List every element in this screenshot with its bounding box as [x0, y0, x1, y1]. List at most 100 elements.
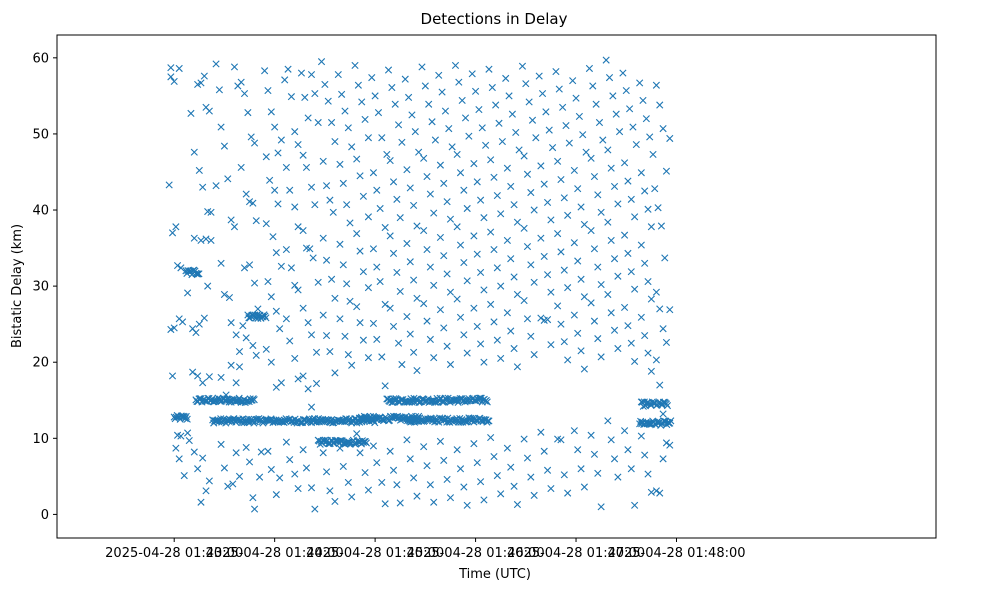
data-point-marker — [311, 90, 319, 98]
data-point-marker — [269, 233, 277, 241]
data-point-marker — [261, 312, 269, 320]
data-point-marker — [250, 139, 259, 147]
data-point-marker — [207, 236, 215, 245]
data-point-marker — [264, 86, 272, 95]
data-point-marker — [513, 500, 522, 509]
x-tick-label: 2025-04-28 01:48:00 — [607, 546, 745, 561]
data-point-marker — [199, 183, 207, 191]
data-point-marker — [284, 65, 292, 73]
data-point-marker — [644, 205, 652, 213]
y-tick-label: 60 — [32, 51, 49, 66]
data-point-marker — [587, 154, 595, 162]
data-point-marker — [202, 487, 210, 495]
data-point-marker — [250, 279, 259, 287]
data-point-marker — [420, 300, 428, 308]
data-point-marker — [620, 427, 629, 435]
data-point-marker — [440, 324, 448, 332]
data-point-marker — [294, 484, 302, 493]
data-point-marker — [497, 490, 505, 498]
data-point-marker — [274, 149, 282, 157]
data-point-marker — [590, 245, 599, 253]
data-point-marker — [631, 285, 639, 293]
data-point-marker — [408, 111, 416, 119]
data-point-marker — [595, 118, 604, 127]
y-axis-label: Bistatic Delay (km) — [10, 224, 25, 348]
data-point-marker — [378, 134, 386, 142]
data-point-marker — [331, 369, 339, 377]
data-point-marker — [656, 381, 664, 389]
data-point-marker — [306, 245, 314, 253]
data-point-marker — [167, 64, 175, 72]
data-point-marker — [577, 275, 585, 283]
data-point-marker — [249, 199, 257, 207]
data-point-marker — [503, 236, 511, 245]
data-point-marker — [327, 118, 336, 127]
data-point-marker — [277, 262, 285, 270]
data-point-marker — [597, 353, 605, 361]
data-point-marker — [498, 137, 506, 146]
data-point-marker — [353, 155, 361, 163]
data-point-marker — [235, 472, 244, 480]
data-point-marker — [348, 493, 356, 501]
data-point-marker — [398, 138, 406, 146]
data-point-marker — [286, 337, 294, 345]
data-point-marker — [436, 437, 444, 445]
data-point-marker — [487, 156, 495, 164]
data-point-marker — [589, 82, 597, 90]
data-point-marker — [463, 204, 471, 213]
data-point-marker — [165, 181, 173, 189]
data-point-marker — [194, 465, 202, 473]
data-point-marker — [490, 318, 498, 326]
data-point-marker — [442, 395, 450, 403]
data-point-marker — [423, 246, 431, 254]
data-point-marker — [654, 204, 662, 212]
data-point-marker — [503, 309, 511, 317]
data-point-marker — [249, 341, 257, 350]
data-point-marker — [322, 182, 331, 190]
data-point-marker — [610, 255, 619, 263]
data-point-marker — [649, 150, 657, 159]
data-point-marker — [626, 105, 634, 113]
data-point-marker — [483, 398, 491, 406]
data-point-marker — [420, 154, 428, 162]
data-point-marker — [560, 266, 568, 274]
data-point-marker — [286, 186, 294, 194]
data-point-marker — [637, 169, 645, 177]
data-point-marker — [493, 336, 501, 344]
data-point-marker — [607, 236, 615, 245]
data-point-marker — [487, 433, 495, 442]
data-point-marker — [195, 270, 203, 278]
data-point-marker — [549, 144, 557, 152]
data-point-marker — [662, 167, 671, 175]
data-point-marker — [547, 216, 555, 224]
data-point-marker — [291, 203, 299, 211]
data-point-marker — [446, 360, 455, 369]
data-point-marker — [470, 160, 478, 168]
data-point-marker — [403, 166, 411, 174]
data-point-marker — [358, 98, 366, 106]
data-point-marker — [282, 438, 290, 446]
data-point-marker — [507, 182, 515, 191]
data-point-marker — [309, 254, 317, 262]
data-point-marker — [307, 331, 316, 339]
data-point-marker — [364, 213, 373, 221]
data-point-marker — [527, 261, 535, 269]
data-point-marker — [614, 473, 622, 481]
data-point-marker — [348, 143, 356, 151]
data-point-marker — [406, 258, 414, 266]
data-point-marker — [463, 349, 471, 357]
data-point-marker — [604, 218, 612, 226]
data-point-marker — [557, 248, 565, 256]
data-point-marker — [557, 175, 565, 184]
data-point-marker — [599, 136, 607, 144]
data-point-marker — [353, 230, 361, 238]
data-point-marker — [314, 118, 322, 127]
data-point-marker — [547, 288, 555, 296]
data-point-marker — [311, 201, 319, 209]
y-tick-label: 50 — [32, 127, 49, 142]
data-point-marker — [577, 347, 585, 355]
data-point-marker — [614, 344, 622, 353]
data-point-marker — [351, 61, 359, 70]
data-point-marker — [307, 183, 316, 191]
data-point-marker — [435, 71, 443, 79]
